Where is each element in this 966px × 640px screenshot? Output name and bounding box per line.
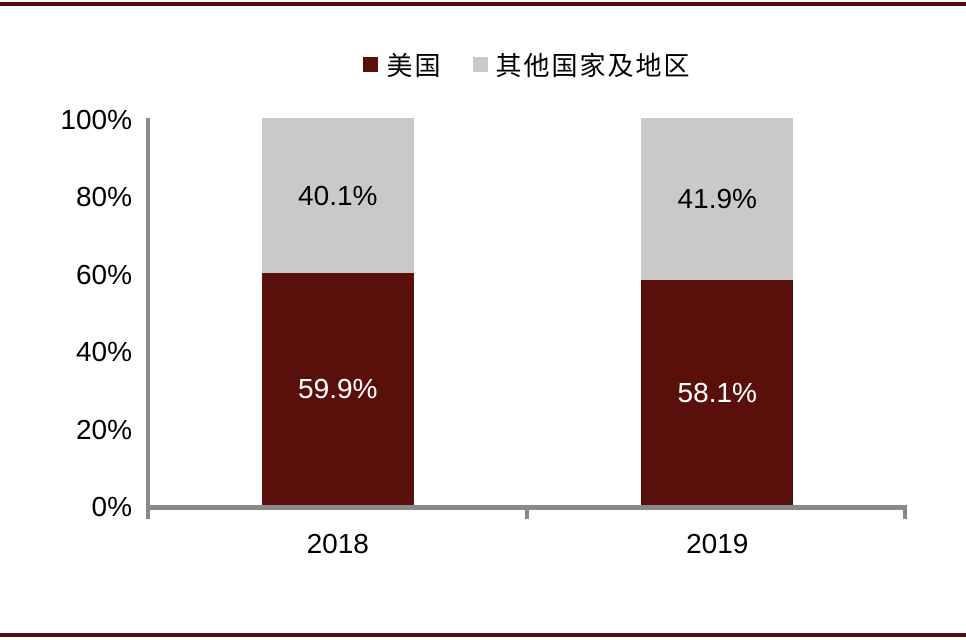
y-axis-line xyxy=(146,118,150,519)
bar-data-label: 41.9% xyxy=(677,183,757,215)
y-tick-label: 100% xyxy=(60,104,132,135)
x-axis-tick-mid xyxy=(525,505,529,519)
x-category-label: 2018 xyxy=(306,528,369,559)
bar-data-label: 58.1% xyxy=(677,376,757,408)
legend-swatch-icon xyxy=(363,56,379,72)
legend-label: 其他国家及地区 xyxy=(495,50,692,81)
bar-data-label: 59.9% xyxy=(298,373,378,405)
y-tick-label: 80% xyxy=(75,181,132,213)
y-tick-label: 60% xyxy=(75,258,132,290)
bar-segment-2018-series1: 40.1% xyxy=(261,118,414,274)
legend-item: 美国 xyxy=(363,46,442,83)
top-rule xyxy=(0,2,966,6)
bar-segment-2019-series1: 41.9% xyxy=(641,118,794,281)
y-tick-label: 0% xyxy=(91,491,132,522)
x-category-label: 2019 xyxy=(686,528,749,559)
bar-segment-2019-series0: 58.1% xyxy=(641,280,794,505)
y-tick-label: 40% xyxy=(75,336,132,368)
legend-item: 其他国家及地区 xyxy=(472,46,692,83)
legend-swatch-icon xyxy=(472,56,488,72)
bottom-rule xyxy=(0,633,966,637)
chart-legend: 美国 其他国家及地区 xyxy=(148,46,907,82)
bar-segment-2018-series0: 59.9% xyxy=(261,273,414,505)
y-tick-label: 20% xyxy=(75,413,132,445)
legend-label: 美国 xyxy=(386,50,443,81)
bar-data-label: 40.1% xyxy=(298,179,378,211)
x-axis-tick-right xyxy=(903,505,907,519)
